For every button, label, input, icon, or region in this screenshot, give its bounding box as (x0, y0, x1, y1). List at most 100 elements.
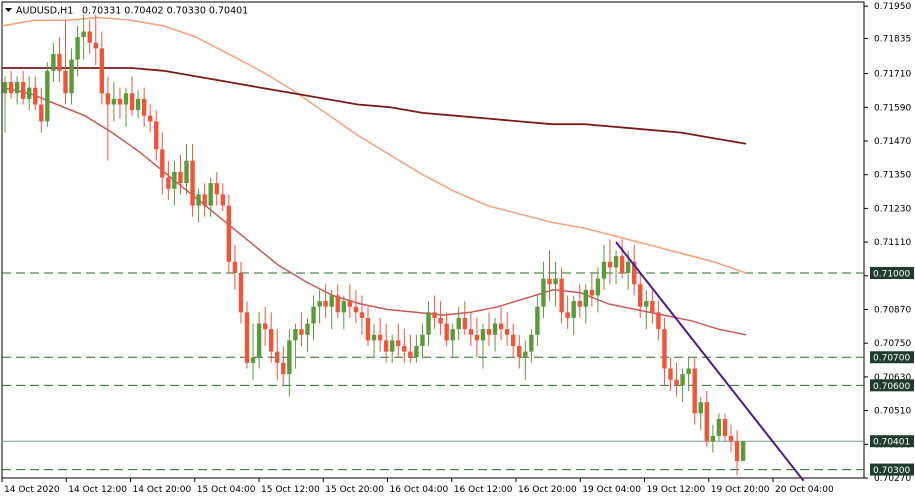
candles (2, 14, 746, 476)
candle-body (87, 31, 92, 43)
candle-body (75, 37, 80, 60)
candle-body (480, 329, 486, 341)
x-tick-label: 16 Oct 04:00 (390, 485, 449, 495)
candle-body (14, 82, 20, 94)
candle-body (529, 334, 534, 352)
candle-body (244, 312, 250, 363)
triangle-down-icon[interactable] (5, 8, 12, 12)
x-axis: 14 Oct 2020 14 Oct 12:00 14 Oct 20:00 15 Oc… (1, 478, 834, 495)
candle-body (619, 256, 625, 273)
y-tick-label: 0.71470 (874, 137, 911, 147)
candle-body (498, 323, 504, 330)
candle-body (81, 31, 86, 38)
moving-average-slow (2, 67, 747, 145)
candle-body (511, 334, 516, 347)
level-tag-label: 0.70600 (873, 382, 910, 392)
level-tag-label: 0.70300 (873, 466, 910, 476)
candle-body (420, 334, 425, 347)
candle-body (523, 351, 528, 358)
candle-body (93, 42, 98, 49)
candle-body (69, 59, 74, 94)
candle-body (468, 329, 474, 335)
candle-body (432, 312, 437, 318)
y-tick-label: 0.71590 (874, 103, 911, 113)
candle-body (99, 48, 104, 94)
candle-body (123, 93, 129, 105)
candle-body (638, 284, 643, 307)
moving-average-mid (1, 16, 747, 274)
y-tick-label: 0.70870 (874, 306, 911, 316)
candle-body (722, 419, 728, 436)
candle-body (571, 301, 576, 318)
candle-body (625, 261, 631, 273)
symbol-label: AUDUSD,H1 (16, 6, 73, 17)
candle-body (668, 368, 673, 380)
candle-body (2, 82, 8, 94)
candle-body (662, 329, 667, 369)
candle-body (595, 278, 601, 296)
candle-body (704, 402, 709, 442)
candle-body (335, 295, 340, 313)
candle-body (613, 256, 619, 268)
candle-body (740, 441, 746, 461)
y-tick-label: 0.71835 (874, 35, 911, 45)
candle-body (57, 53, 62, 71)
candle-body (371, 334, 377, 341)
candle-body (317, 301, 322, 307)
candle-body (474, 334, 480, 341)
candle-body (178, 171, 183, 184)
candle-body (728, 435, 734, 442)
candle-body (63, 70, 68, 94)
candle-body (456, 317, 461, 330)
level-price-tag: 0.70401 (870, 435, 914, 448)
candle-body (444, 323, 449, 341)
candle-body (583, 289, 588, 307)
candle-body (232, 261, 238, 273)
level-tag-background (870, 351, 914, 364)
candle-body (129, 93, 135, 111)
candle-body (341, 301, 346, 313)
horizontal-levels (2, 272, 864, 471)
candle-body (674, 379, 679, 386)
candle-body (238, 272, 244, 313)
candle-body (45, 70, 50, 122)
candle-body (214, 183, 219, 195)
candle-body (541, 278, 546, 307)
candle-body (396, 340, 401, 347)
candle-body (184, 160, 189, 184)
trendline-group[interactable] (615, 241, 805, 482)
candle-body (414, 346, 419, 358)
candle-body (226, 205, 232, 262)
candle-body (148, 115, 153, 122)
candle-body (208, 183, 213, 206)
candle-body (154, 121, 159, 150)
candle-body (650, 301, 655, 313)
candle-body (190, 160, 195, 206)
trendline[interactable] (615, 241, 805, 482)
candle-body (692, 368, 697, 414)
candle-body (202, 194, 207, 206)
candle-body (504, 329, 510, 335)
level-tag-background (870, 463, 914, 476)
level-tag-background (870, 379, 914, 392)
candle-body (281, 362, 286, 375)
candle-body (262, 323, 268, 330)
moving-averages (1, 16, 747, 336)
level-price-tags: 0.71000 0.70700 0.70600 0.70401 0.70300 (870, 266, 914, 476)
candle-body (377, 334, 383, 341)
candle-body (438, 317, 443, 324)
candle-body (644, 301, 649, 307)
level-tag-label: 0.70700 (873, 354, 910, 364)
candle-body (365, 317, 371, 341)
ohlc-label: 0.70331 0.70402 0.70330 0.70401 (82, 6, 248, 17)
candle-body (135, 98, 141, 111)
moving-average-fast (1, 86, 747, 336)
x-tick-label: 19 Oct 04:00 (582, 485, 641, 495)
x-tick-label: 15 Oct 04:00 (197, 485, 256, 495)
y-tick-label: 0.70630 (874, 373, 911, 383)
candle-body (547, 278, 552, 285)
plot-area-frame (1, 1, 865, 479)
candle-body (323, 301, 328, 307)
level-price-tag: 0.70600 (870, 379, 914, 392)
